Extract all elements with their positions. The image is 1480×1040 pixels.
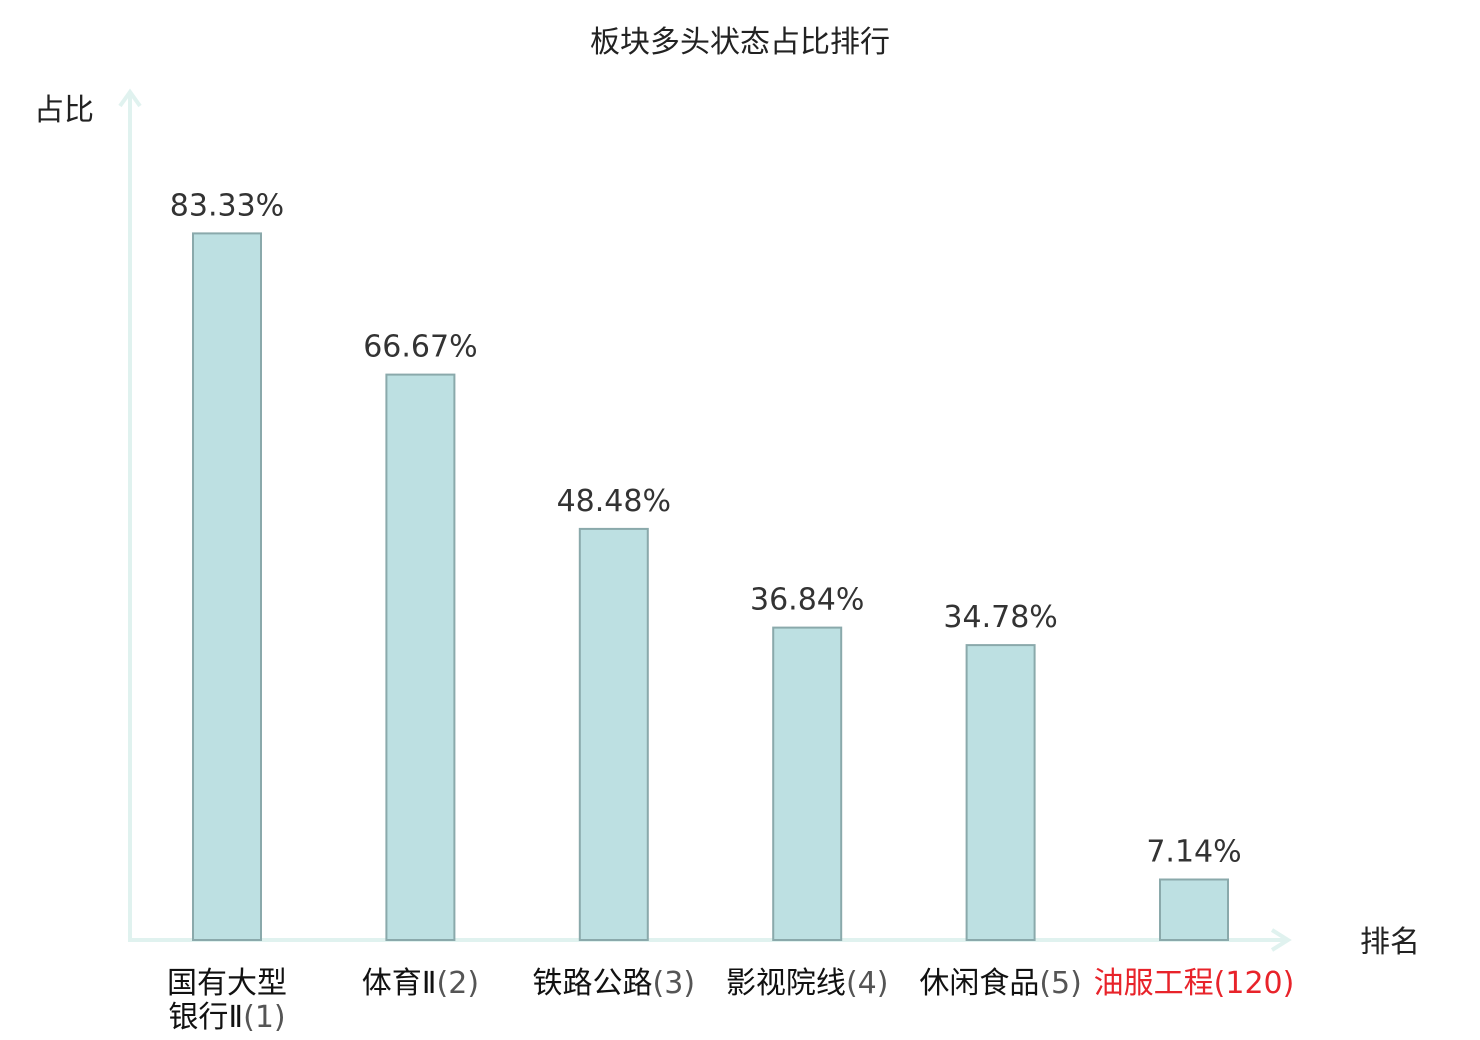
category-label-3: 铁路公路(3) <box>533 966 696 1001</box>
x-axis-arrow <box>1270 928 1292 952</box>
bar-5 <box>965 644 1036 941</box>
category-label-2: 体育Ⅱ(2) <box>362 966 479 1001</box>
data-label-3: 48.48% <box>557 484 671 519</box>
data-label-4: 36.84% <box>750 583 864 618</box>
x-axis-label: 排名 <box>1360 925 1420 960</box>
data-label-5: 34.78% <box>943 600 1057 635</box>
y-axis-label: 占比 <box>34 93 94 128</box>
data-label-6: 7.14% <box>1146 835 1241 870</box>
bar-6 <box>1159 878 1229 941</box>
category-label-5: 休闲食品(5) <box>919 966 1082 1001</box>
value-labels-group: 83.33% 66.67% 48.48% 36.84% 34.78% 7.14% <box>170 188 1242 869</box>
bar-1 <box>192 232 262 941</box>
bar-2 <box>385 373 456 942</box>
data-label-2: 66.67% <box>363 330 477 365</box>
chart-title: 板块多头状态占比排行 <box>590 25 890 60</box>
category-label-1: 国有大型银行Ⅱ(1) <box>167 966 287 1035</box>
category-labels-group: 国有大型银行Ⅱ(1) 体育Ⅱ(2) 铁路公路(3) 影视院线(4) 休闲食品(5) 油服工… <box>167 966 1294 1035</box>
y-axis-arrow <box>118 88 142 108</box>
bar-3 <box>578 527 649 942</box>
category-label-6: 油服工程(120) <box>1094 966 1295 1001</box>
data-label-1: 83.33% <box>170 188 284 223</box>
bar-4 <box>772 626 843 941</box>
category-label-4: 影视院线(4) <box>726 966 889 1001</box>
bars-group <box>192 232 1229 942</box>
